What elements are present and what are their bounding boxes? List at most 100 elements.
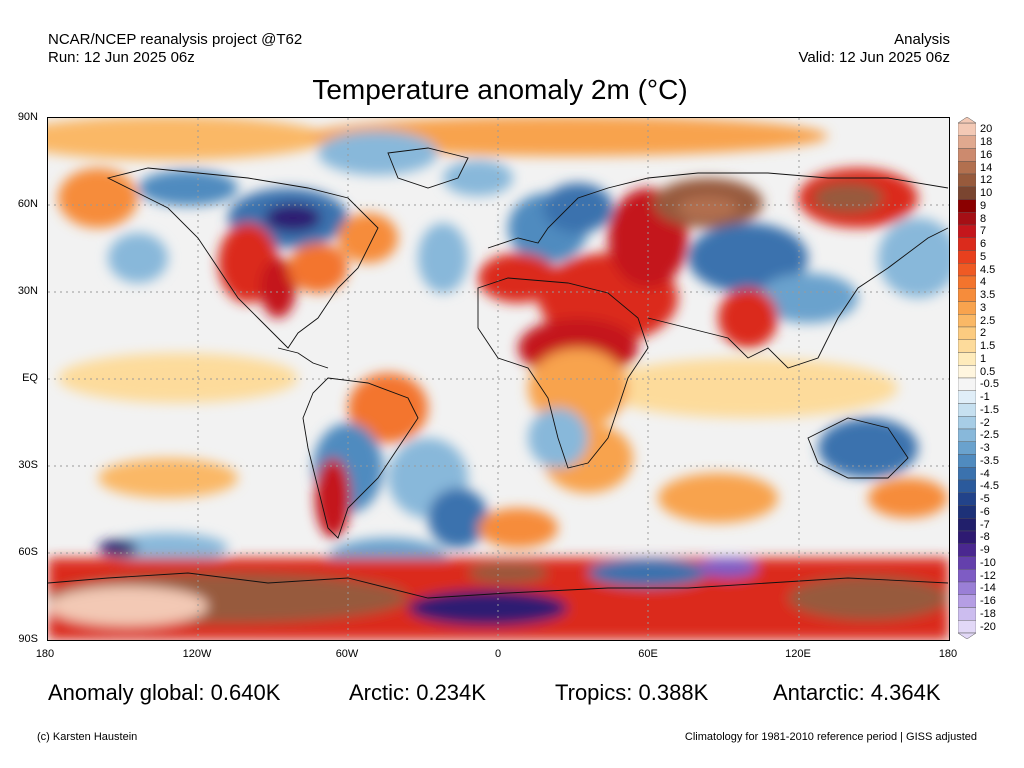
colorbar: [958, 117, 976, 639]
colorbar-label: 16: [980, 148, 993, 161]
lat-label-90n: 90N: [17, 111, 38, 123]
colorbar-label: 5: [980, 250, 987, 263]
analysis-label: Analysis: [894, 31, 950, 48]
colorbar-cell: [958, 543, 976, 557]
colorbar-cell: [958, 403, 976, 417]
colorbar-label: -18: [980, 607, 996, 620]
colorbar-label: -1: [980, 391, 990, 404]
colorbar-label: -9: [980, 544, 990, 557]
colorbar-label: 10: [980, 187, 993, 200]
colorbar-cell: [958, 416, 976, 430]
colorbar-label: -12: [980, 569, 996, 582]
colorbar-cell: [958, 326, 976, 340]
colorbar-cell: [958, 339, 976, 353]
copyright-label: (c) Karsten Haustein: [37, 731, 138, 743]
colorbar-top-arrow: [958, 117, 976, 124]
colorbar-cell: [958, 199, 976, 213]
colorbar-cell: [958, 518, 976, 532]
colorbar-cell: [958, 224, 976, 238]
colorbar-label: 4: [980, 276, 987, 289]
run-label: Run: 12 Jun 2025 06z: [48, 49, 195, 66]
lat-label-90s: 90S: [18, 633, 38, 645]
colorbar-label: -14: [980, 582, 996, 595]
colorbar-label: -16: [980, 595, 996, 608]
lon-label-180e: 180: [938, 648, 958, 660]
colorbar-cell: [958, 237, 976, 251]
colorbar-cell: [958, 365, 976, 379]
colorbar-cell: [958, 148, 976, 162]
colorbar-cells: [958, 122, 976, 634]
colorbar-cell: [958, 594, 976, 608]
colorbar-cell: [958, 505, 976, 519]
lat-label-30s: 30S: [18, 459, 38, 471]
climatology-note: Climatology for 1981-2010 reference peri…: [684, 731, 977, 743]
colorbar-label: -2: [980, 416, 990, 429]
anomaly-arctic: Arctic: 0.234K: [349, 680, 486, 705]
colorbar-bottom-arrow: [958, 632, 976, 639]
colorbar-label: 18: [980, 136, 993, 149]
colorbar-cell: [958, 263, 976, 277]
colorbar-cell: [958, 569, 976, 583]
colorbar-cell: [958, 288, 976, 302]
lon-label-0: 0: [494, 648, 502, 660]
source-label: NCAR/NCEP reanalysis project @T62: [48, 31, 303, 48]
colorbar-label: -3: [980, 442, 990, 455]
colorbar-cell: [958, 467, 976, 481]
colorbar-label: 1.5: [980, 340, 996, 353]
lon-label-120w: 120W: [182, 648, 212, 660]
colorbar-label: 14: [980, 161, 993, 174]
colorbar-label: 20: [980, 123, 993, 136]
colorbar-cell: [958, 530, 976, 544]
colorbar-cell: [958, 390, 976, 404]
colorbar-cell: [958, 441, 976, 455]
colorbar-label: -2.5: [980, 429, 999, 442]
colorbar-cell: [958, 135, 976, 149]
colorbar-label: 12: [980, 174, 993, 187]
colorbar-cell: [958, 377, 976, 391]
colorbar-label: 0.5: [980, 365, 996, 378]
colorbar-label: -1.5: [980, 403, 999, 416]
colorbar-label: 1: [980, 352, 987, 365]
anomaly-antarctic: Antarctic: 4.364K: [773, 680, 941, 705]
coastlines: [48, 147, 949, 599]
colorbar-label: -4.5: [980, 480, 999, 493]
colorbar-label: -7: [980, 518, 990, 531]
lat-label-60n: 60N: [17, 198, 38, 210]
colorbar-label: 6: [980, 238, 987, 251]
colorbar-cell: [958, 428, 976, 442]
colorbar-label: -20: [980, 620, 996, 633]
anomaly-tropics: Tropics: 0.388K: [555, 680, 709, 705]
colorbar-label: 4.5: [980, 263, 996, 276]
colorbar-cell: [958, 492, 976, 506]
lat-label-60s: 60S: [18, 546, 38, 558]
anomaly-map-svg: [48, 118, 949, 640]
lat-label-eq: EQ: [22, 372, 38, 384]
colorbar-label: -10: [980, 556, 996, 569]
colorbar-cell: [958, 314, 976, 328]
colorbar-cell: [958, 161, 976, 175]
colorbar-label: -6: [980, 505, 990, 518]
lon-label-60e: 60E: [638, 648, 658, 660]
colorbar-cell: [958, 352, 976, 366]
lat-label-30n: 30N: [17, 285, 38, 297]
colorbar-cell: [958, 556, 976, 570]
colorbar-label: 2: [980, 327, 987, 340]
colorbar-cell: [958, 186, 976, 200]
colorbar-label: 8: [980, 212, 987, 225]
colorbar-label: -0.5: [980, 378, 999, 391]
colorbar-cell: [958, 479, 976, 493]
colorbar-cell: [958, 581, 976, 595]
colorbar-cell: [958, 212, 976, 226]
colorbar-label: 2.5: [980, 314, 996, 327]
colorbar-cell: [958, 301, 976, 315]
lon-label-180w: 180: [35, 648, 55, 660]
colorbar-cell: [958, 454, 976, 468]
map-title: Temperature anomaly 2m (°C): [312, 74, 688, 105]
colorbar-cell: [958, 620, 976, 634]
anomaly-global: Anomaly global: 0.640K: [48, 680, 281, 705]
anomaly-map: [47, 117, 950, 641]
lon-label-60w: 60W: [335, 648, 359, 660]
colorbar-label: 3.5: [980, 289, 996, 302]
valid-label: Valid: 12 Jun 2025 06z: [798, 49, 950, 66]
colorbar-cell: [958, 250, 976, 264]
